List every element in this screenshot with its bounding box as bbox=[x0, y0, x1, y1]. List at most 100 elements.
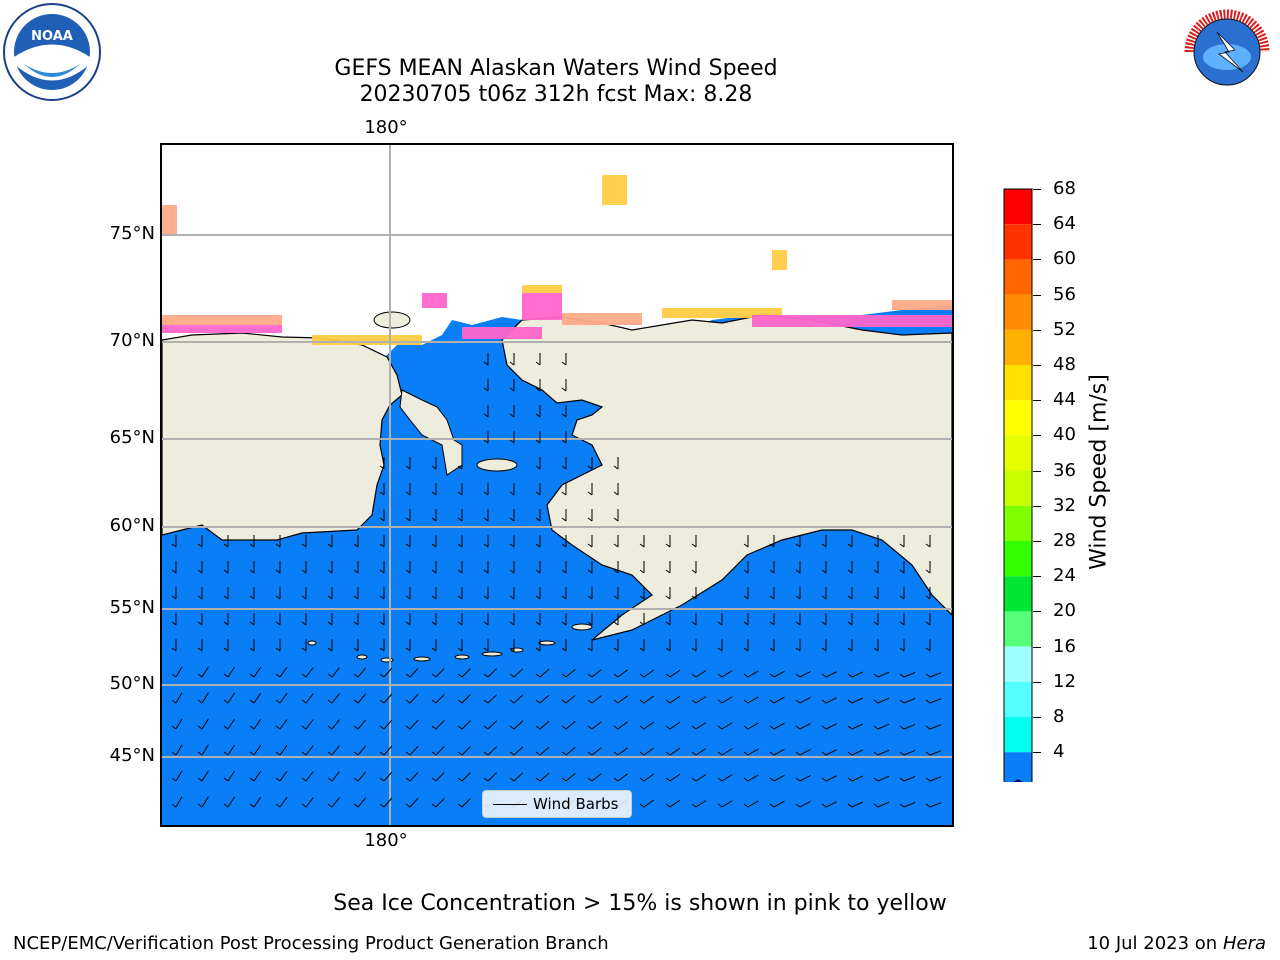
wind-barb bbox=[795, 722, 811, 730]
wind-barb bbox=[613, 639, 619, 652]
wind-barb bbox=[535, 483, 541, 496]
colorbar-segment bbox=[1004, 365, 1032, 401]
sea-ice bbox=[162, 175, 952, 345]
wind-barb bbox=[353, 693, 367, 704]
wind-barb bbox=[405, 613, 411, 626]
wind-barb bbox=[483, 405, 489, 418]
wind-barb bbox=[561, 535, 567, 548]
wind-barb bbox=[249, 587, 255, 600]
wind-barb bbox=[847, 775, 864, 782]
wind-barb bbox=[353, 745, 367, 756]
map-legend: Wind Barbs bbox=[482, 790, 632, 818]
wind-barb bbox=[743, 722, 759, 730]
wind-barb bbox=[379, 587, 385, 600]
wind-barb bbox=[561, 405, 567, 418]
wind-barb bbox=[353, 797, 367, 808]
wind-barb bbox=[223, 587, 229, 600]
wind-barb bbox=[275, 667, 288, 678]
colorbar-tick-label: 64 bbox=[1053, 213, 1076, 235]
wind-barb bbox=[275, 771, 288, 782]
wind-barb bbox=[847, 697, 864, 704]
wind-barb bbox=[691, 670, 707, 678]
wind-barb bbox=[509, 668, 524, 678]
wind-barb bbox=[483, 639, 489, 652]
wind-barb bbox=[925, 776, 942, 782]
wind-barb bbox=[483, 509, 489, 522]
wind-barb bbox=[379, 693, 393, 704]
wind-barb bbox=[509, 509, 515, 522]
wind-barb bbox=[769, 535, 775, 548]
wind-barb bbox=[405, 771, 419, 782]
wind-barb bbox=[639, 669, 655, 678]
wind-barb bbox=[223, 666, 236, 678]
wind-barb bbox=[197, 718, 209, 730]
wind-barb bbox=[873, 535, 879, 548]
wind-barb bbox=[743, 535, 749, 548]
wind-barb bbox=[821, 775, 838, 782]
wind-barb bbox=[509, 353, 515, 366]
wind-barb bbox=[327, 693, 340, 704]
wind-barb bbox=[171, 613, 177, 626]
wind-barb bbox=[717, 774, 733, 782]
wind-barb bbox=[379, 667, 393, 678]
wind-barb bbox=[171, 744, 183, 756]
wind-barb bbox=[665, 669, 681, 678]
wind-barb bbox=[431, 561, 437, 574]
alaska-land bbox=[501, 314, 952, 641]
wind-barb bbox=[379, 535, 385, 548]
wind-barb bbox=[587, 669, 602, 678]
wind-barb bbox=[483, 431, 489, 444]
wind-barb bbox=[899, 561, 905, 574]
wind-barb bbox=[899, 671, 916, 678]
colorbar-segment bbox=[1004, 189, 1032, 225]
colorbar-tick bbox=[1033, 294, 1041, 296]
wind-barb bbox=[795, 670, 811, 678]
colorbar-segment bbox=[1004, 681, 1032, 717]
wind-barb bbox=[457, 772, 471, 782]
wind-barb bbox=[769, 613, 775, 626]
wind-barb bbox=[665, 587, 671, 600]
wind-barb bbox=[405, 693, 419, 704]
lat-label-55: 55°N bbox=[109, 597, 155, 618]
wind-barb bbox=[717, 670, 733, 678]
wind-barbs bbox=[171, 353, 942, 808]
wind-barb bbox=[873, 749, 890, 756]
wind-barb bbox=[197, 587, 203, 600]
wind-barb bbox=[197, 796, 209, 808]
colorbar-tick-label: 24 bbox=[1053, 565, 1076, 587]
wind-barb bbox=[379, 613, 385, 626]
wind-barb bbox=[535, 694, 550, 704]
wind-barb bbox=[639, 561, 645, 574]
lat-label-60: 60°N bbox=[109, 515, 155, 536]
wind-barb bbox=[613, 509, 619, 522]
wind-barb bbox=[483, 746, 498, 756]
wind-barb bbox=[483, 353, 489, 366]
wind-barb bbox=[457, 535, 463, 548]
wind-barb bbox=[457, 457, 463, 470]
wind-barb bbox=[743, 696, 759, 704]
wind-barb bbox=[561, 379, 567, 392]
wind-barb bbox=[431, 667, 445, 678]
lat-label-70: 70°N bbox=[109, 330, 155, 351]
wind-barb bbox=[379, 771, 393, 782]
wind-barb bbox=[327, 719, 340, 730]
wind-barb bbox=[223, 639, 229, 652]
wind-barb bbox=[275, 535, 281, 548]
wind-barb bbox=[873, 613, 879, 626]
wind-barb bbox=[639, 773, 655, 782]
wind-barb bbox=[821, 749, 838, 756]
wind-barb bbox=[249, 692, 262, 704]
wind-barb bbox=[249, 666, 262, 678]
wind-barb bbox=[899, 749, 916, 756]
wind-barb bbox=[405, 667, 419, 678]
colorbar-segment bbox=[1004, 752, 1032, 788]
wind-barb bbox=[275, 639, 281, 652]
wind-barb bbox=[873, 775, 890, 782]
colorbar-segment bbox=[1004, 259, 1032, 295]
wind-barb bbox=[353, 639, 359, 652]
wind-barb bbox=[743, 774, 759, 782]
wind-barb bbox=[665, 773, 681, 782]
wind-barb bbox=[301, 745, 314, 756]
wind-barb bbox=[379, 797, 393, 808]
wind-barb bbox=[457, 720, 471, 730]
